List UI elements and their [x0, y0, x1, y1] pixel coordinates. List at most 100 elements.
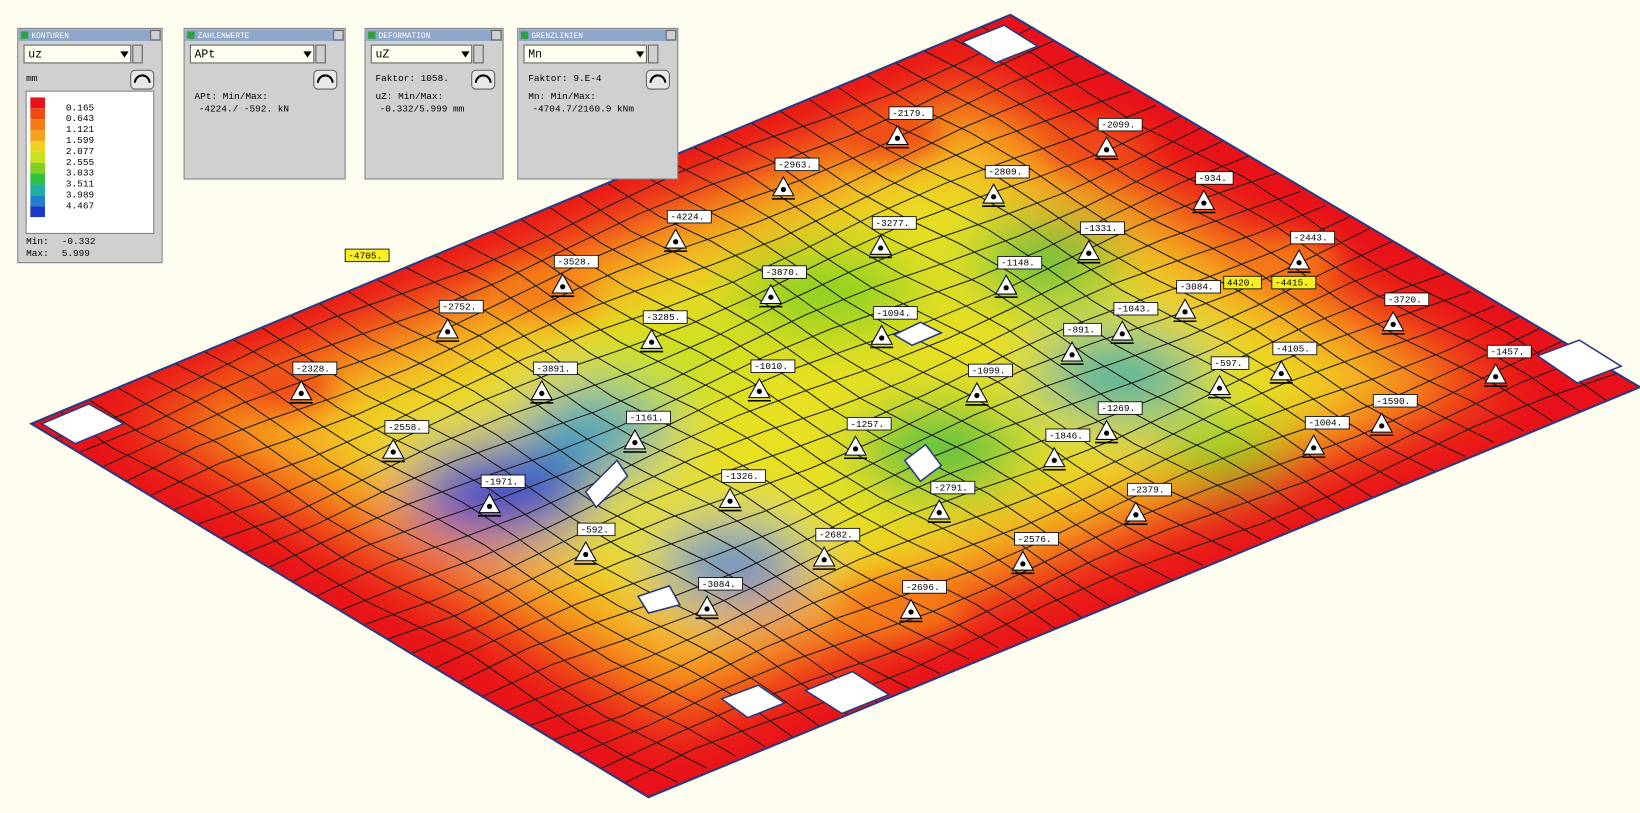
label-text: -4224. [670, 212, 704, 223]
label-box [1195, 171, 1234, 185]
support-symbol [1060, 341, 1084, 362]
label-box [1097, 117, 1143, 132]
label-text: -3870. [766, 267, 800, 278]
support-symbol [747, 377, 771, 399]
label-text: -934. [1199, 173, 1227, 184]
label-box [384, 420, 430, 434]
legend-swatch [30, 206, 45, 218]
spin-button[interactable] [132, 44, 143, 64]
refresh-button[interactable] [645, 69, 670, 90]
mesh-line [577, 338, 1568, 755]
label-text: -1043. [1117, 304, 1151, 315]
support-symbol [551, 273, 575, 294]
spin-button[interactable] [473, 44, 484, 64]
select-box[interactable] [370, 44, 473, 64]
panel-menu-button[interactable] [150, 29, 161, 41]
label-box [930, 480, 976, 495]
support-symbol [982, 183, 1005, 204]
label-box [1113, 302, 1159, 316]
label-box [997, 255, 1043, 270]
panel-title: GRENZLINIEN [531, 32, 583, 41]
support-symbol [1011, 550, 1035, 571]
min-label: Min: [26, 236, 49, 247]
label-text: -1257. [850, 419, 884, 430]
support-symbol [718, 487, 742, 508]
label-box [1271, 275, 1317, 290]
panel-menu-button[interactable] [491, 29, 502, 41]
label-box [1486, 344, 1532, 359]
support-dot [704, 606, 710, 612]
support-symbol [1095, 419, 1118, 440]
mesh-line [866, 74, 1495, 443]
mesh-line [693, 146, 1320, 522]
panel-menu-button[interactable] [665, 29, 677, 41]
label-box [480, 474, 526, 488]
spin-button[interactable] [315, 44, 326, 64]
label-box [846, 417, 892, 431]
mesh-line [59, 411, 678, 783]
select-value: uz [28, 49, 42, 62]
panel-menu-button[interactable] [333, 29, 344, 41]
mesh-line [981, 26, 1612, 405]
label-box [698, 577, 744, 591]
legend-box [25, 90, 155, 234]
spin-button[interactable] [647, 44, 659, 64]
support-dot [1119, 331, 1125, 337]
label-box [888, 106, 934, 120]
mesh-line [779, 110, 1407, 488]
legend-swatch [30, 195, 45, 207]
support-dot [727, 498, 733, 504]
mesh-line [837, 86, 1466, 457]
label-text: -2558. [388, 422, 422, 433]
label-box [1097, 401, 1143, 415]
label-box [1272, 341, 1318, 356]
support-symbol [965, 381, 989, 403]
mesh-line [894, 62, 1524, 432]
support-symbol [640, 328, 663, 349]
label-box [1290, 230, 1336, 245]
label-box [774, 157, 820, 172]
support-symbol [1381, 310, 1405, 332]
mesh-line [339, 205, 1326, 611]
mesh-line [923, 50, 1553, 422]
panel-info-line: Faktor: 9.E-4 [528, 73, 602, 84]
label-text: -4415. [1275, 278, 1309, 289]
label-text: -2963. [778, 159, 812, 170]
support-symbol [844, 435, 867, 456]
legend-swatch [30, 97, 45, 109]
support-symbol [1042, 446, 1066, 468]
support-symbol [381, 438, 405, 459]
support-dot [1003, 285, 1009, 291]
legend-value: 0.165 [66, 102, 95, 113]
refresh-button[interactable] [313, 69, 338, 90]
plate-outline [29, 13, 1640, 799]
label-box [553, 254, 599, 269]
support-symbol [886, 124, 909, 146]
refresh-button[interactable] [471, 69, 496, 90]
select-box[interactable] [23, 44, 132, 64]
support-dot [878, 245, 884, 251]
label-text: -3720. [1388, 294, 1422, 305]
support-symbol [812, 546, 836, 567]
label-text: -3277. [875, 218, 909, 229]
select-value: uZ [375, 49, 389, 62]
label-box [642, 310, 688, 324]
legend-value: 0.643 [66, 113, 95, 124]
select-box[interactable] [523, 44, 647, 64]
label-text: -2379. [1131, 485, 1165, 496]
refresh-icon [316, 74, 334, 83]
mesh-line [505, 305, 1495, 712]
label-text: -1331. [1084, 223, 1118, 234]
support-dot [1493, 374, 1499, 380]
select-box[interactable] [189, 44, 315, 64]
label-text: -2443. [1294, 233, 1328, 244]
refresh-button[interactable] [130, 69, 155, 90]
legend-value: 3.033 [66, 168, 95, 179]
label-box [750, 359, 796, 373]
support-dot [852, 446, 859, 452]
support-dot [1051, 457, 1057, 463]
label-box [1045, 428, 1091, 442]
label-box [1372, 394, 1418, 408]
legend-value: 1.599 [66, 135, 94, 146]
select-value: APt [195, 49, 216, 62]
